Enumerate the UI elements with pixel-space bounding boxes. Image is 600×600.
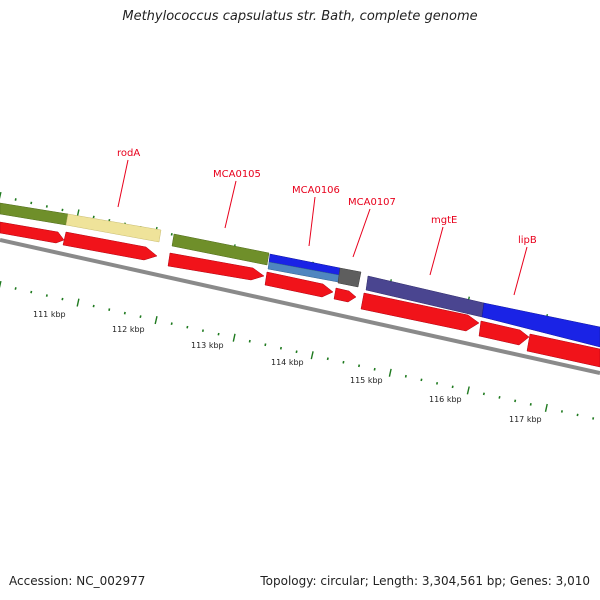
scale-tick-major [76, 298, 80, 307]
scale-tick-minor [186, 325, 189, 329]
scale-tick-major [388, 368, 392, 377]
gene-label-leaders [117, 159, 528, 296]
cds-arrow-8 [526, 333, 600, 368]
scale-tick-minor [420, 378, 423, 382]
leader-mgtE [429, 226, 444, 276]
scale-tick-minor [404, 374, 407, 378]
leader-MCA0107 [352, 208, 371, 258]
feature-track [0, 202, 600, 348]
scale-tick-major [0, 280, 2, 289]
scale-tick-minor [295, 350, 298, 354]
cds-arrow-6 [360, 292, 480, 332]
scale-tick-minor [279, 346, 282, 350]
scale-tick-minor [326, 357, 329, 361]
feature-bar-lipB [481, 302, 600, 348]
outer-tick-minor [30, 201, 33, 205]
scale-tick-minor [217, 332, 220, 336]
scale-tick-minor [248, 339, 251, 343]
scale-tick-minor [30, 290, 33, 294]
feature-bar-MCA0105 [171, 233, 270, 266]
feature-bar-MCA0107 [337, 267, 362, 288]
gene-label-rodA: rodA [117, 148, 140, 159]
cds-arrow-5 [333, 287, 357, 303]
scale-tick-minor [576, 413, 579, 417]
scale-tick-minor [342, 360, 345, 364]
scale-tick-minor [170, 322, 173, 326]
scale-label-112: 112 kbp [112, 325, 145, 334]
cds-arrow-track [0, 221, 600, 368]
scale-label-111: 111 kbp [33, 310, 66, 319]
leader-MCA0105 [224, 180, 237, 229]
gene-label-lipB: lipB [518, 235, 537, 246]
scale-tick-minor [514, 399, 517, 403]
outer-tick-minor [14, 198, 17, 201]
outer-tick-minor [170, 233, 173, 236]
scale-tick-minor [436, 382, 439, 385]
scale-tick-major [310, 351, 314, 360]
cds-arrow-1 [0, 221, 65, 244]
cds-arrow-3 [167, 252, 265, 281]
gene-label-MCA0105: MCA0105 [213, 169, 261, 180]
scale-label-115: 115 kbp [350, 376, 383, 385]
gene-labels: rodA MCA0105 MCA0106 MCA0107 mgtE lipB [117, 148, 537, 246]
scale-tick-minor [451, 385, 454, 389]
scale-tick-major [466, 386, 470, 395]
genome-summary: Topology: circular; Length: 3,304,561 bp… [260, 574, 590, 588]
accession-text: Accession: NC_002977 [9, 574, 146, 588]
scale-tick-minor [592, 417, 595, 420]
leader-rodA [117, 159, 129, 208]
cds-arrow-4 [264, 271, 334, 298]
scale-tick-minor [529, 403, 532, 406]
scale-tick-major [544, 403, 548, 412]
scale-tick-minor [92, 304, 95, 308]
scale-tick-major [232, 333, 236, 342]
scale-label-114: 114 kbp [271, 358, 304, 367]
map-title: Methylococcus capsulatus str. Bath, comp… [122, 9, 478, 24]
cds-arrow-2 [62, 231, 158, 261]
scale-tick-minor [482, 392, 485, 396]
scale-labels: 111 kbp 112 kbp 113 kbp 114 kbp 115 kbp … [33, 310, 542, 424]
scale-tick-minor [264, 343, 267, 347]
gene-label-MCA0107: MCA0107 [348, 197, 396, 208]
scale-tick-marks [0, 280, 595, 420]
cds-arrow-7 [478, 320, 530, 346]
feature-bar-rodA [65, 213, 162, 243]
gene-label-mgtE: mgtE [431, 215, 457, 226]
scale-tick-minor [498, 396, 501, 399]
scale-tick-minor [108, 308, 111, 311]
feature-bar-olive-1 [0, 202, 69, 226]
leader-lipB [513, 246, 528, 296]
scale-label-116: 116 kbp [429, 395, 462, 404]
scale-tick-minor [14, 287, 17, 290]
scale-label-117: 117 kbp [509, 415, 542, 424]
outer-tick-major [0, 191, 2, 200]
outer-tick-minor [45, 205, 48, 208]
scale-tick-major [154, 316, 158, 325]
scale-tick-minor [201, 329, 204, 332]
scale-tick-minor [45, 294, 48, 297]
scale-label-113: 113 kbp [191, 341, 224, 350]
scale-tick-minor [373, 367, 376, 371]
genome-backbone [0, 238, 600, 375]
scale-tick-minor [560, 410, 563, 413]
leader-MCA0106 [308, 196, 316, 247]
scale-tick-minor [358, 364, 361, 368]
outer-tick-minor [92, 215, 95, 219]
gene-label-MCA0106: MCA0106 [292, 185, 340, 196]
scale-tick-minor [61, 297, 64, 301]
scale-tick-minor [123, 311, 126, 315]
scale-tick-minor [139, 315, 142, 318]
outer-tick-minor [61, 208, 64, 212]
